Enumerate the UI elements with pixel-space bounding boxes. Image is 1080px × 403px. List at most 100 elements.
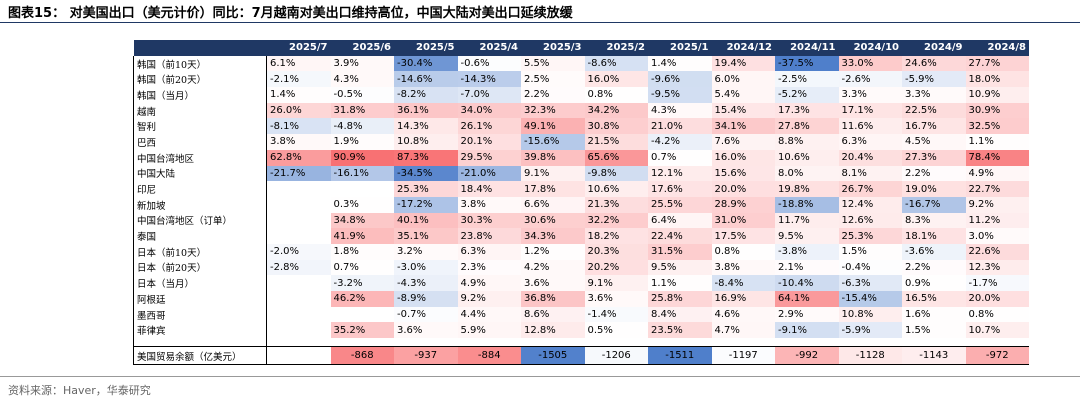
- cell: 16.0%: [584, 71, 648, 88]
- cell: 17.1%: [838, 102, 902, 119]
- cell: 87.3%: [394, 149, 458, 166]
- cell: 29.5%: [457, 149, 521, 166]
- table-row: 韩国（前10天） 6.1% 3.9% -30.4% -0.6% 5.5% -8.6% 1.4%…: [133, 55, 1029, 72]
- cell: 20.2%: [584, 259, 648, 276]
- cell: 0.3%: [333, 199, 359, 211]
- gap-cell: [648, 338, 712, 347]
- cell: -2.0%: [266, 243, 331, 260]
- cell: 32.3%: [521, 102, 585, 119]
- column-header: 2025/4: [457, 40, 521, 56]
- column-header: 2025/3: [521, 40, 585, 56]
- gap-cell: [394, 338, 458, 347]
- gap-cell: [839, 338, 903, 347]
- cell: -7.0%: [457, 87, 521, 103]
- cell: 0.7%: [651, 152, 677, 164]
- cell: 39.8%: [521, 149, 585, 166]
- source: 资料来源：Haver，华泰研究: [8, 384, 151, 397]
- cell: 12.4%: [838, 196, 902, 213]
- cell: -17.2%: [394, 196, 458, 213]
- cell: 14.3%: [394, 118, 458, 135]
- cell: 3.2%: [394, 244, 458, 260]
- cell: -9.8%: [584, 165, 648, 182]
- cell: [267, 213, 331, 229]
- cell: -1.7%: [965, 275, 1029, 291]
- footer-rule: [0, 376, 1080, 377]
- cell: 32.5%: [965, 118, 1029, 135]
- cell: 8.8%: [775, 134, 839, 150]
- cell: -1143: [902, 346, 966, 366]
- table-row: 智利 -8.1% -4.8% 14.3% 26.1% 49.1% 30.8% 21.0% 34.…: [133, 118, 1029, 135]
- table-row: 日本（前10天） -2.0% 1.8% 3.2% 6.3% 1.2% 20.3% 31.5% 0…: [133, 243, 1029, 260]
- gap-cell: [712, 338, 776, 347]
- row-label: 智利: [133, 118, 267, 135]
- cell: -0.6%: [460, 58, 490, 70]
- column-header: 2024/10: [838, 40, 902, 56]
- cell: -4.3%: [394, 275, 458, 291]
- cell: 0.7%: [333, 261, 359, 273]
- cell: -937: [394, 346, 458, 366]
- cell: 12.3%: [965, 259, 1029, 276]
- cell: -2.1%: [266, 71, 331, 88]
- table-row: 越南 26.0% 31.8% 36.1% 34.0% 32.3% 34.2% 4.3% 15.4…: [133, 102, 1029, 119]
- cell: -30.4%: [394, 55, 458, 72]
- cell: [267, 322, 331, 338]
- corner-cell: [133, 40, 267, 56]
- cell: 0.8%: [968, 309, 994, 321]
- cell: 78.4%: [965, 149, 1029, 166]
- cell: -9.6%: [648, 71, 712, 88]
- cell: 22.6%: [965, 243, 1029, 260]
- column-header: 2024/9: [902, 40, 966, 56]
- cell: -1128: [838, 346, 902, 366]
- cell: 9.1%: [584, 275, 648, 291]
- cell: 27.7%: [965, 55, 1029, 72]
- cell: -15.6%: [521, 134, 585, 150]
- row-label: 菲律宾: [133, 322, 267, 339]
- cell: -1505: [521, 346, 585, 366]
- cell: 1.5%: [841, 246, 867, 258]
- cell: 9.2%: [965, 196, 1029, 213]
- cell: -21.0%: [457, 165, 521, 182]
- cell: 1.8%: [333, 246, 359, 258]
- cell: 17.6%: [648, 181, 712, 197]
- cell: [267, 197, 331, 213]
- gap-cell: [902, 338, 966, 347]
- cell: 17.5%: [711, 228, 775, 244]
- row-label: 越南: [133, 102, 267, 119]
- cell: 30.3%: [457, 212, 521, 229]
- cell: -8.9%: [394, 291, 458, 307]
- table-row: 韩国（前20天） -2.1% 4.3% -14.6% -14.3% 2.5% 16.0% -9…: [133, 71, 1029, 88]
- cell: 11.7%: [775, 212, 839, 229]
- cell: 6.1%: [266, 55, 331, 72]
- header-row: 2025/7 2025/6 2025/5 2025/4 2025/3 2025/2 2025…: [133, 40, 1029, 56]
- cell: -3.2%: [330, 275, 394, 291]
- cell: 3.6%: [584, 291, 648, 307]
- cell: 41.9%: [330, 228, 394, 244]
- heatmap-table: 2025/7 2025/6 2025/5 2025/4 2025/3 2025/2 2025…: [133, 40, 1030, 366]
- cell: 20.0%: [711, 181, 775, 197]
- cell: 8.3%: [902, 212, 966, 229]
- cell: 1.9%: [333, 136, 359, 148]
- cell: 4.9%: [457, 275, 521, 291]
- cell: 22.5%: [902, 102, 966, 119]
- cell: 20.1%: [457, 134, 521, 150]
- cell: 3.6%: [521, 275, 585, 291]
- cell: 1.6%: [905, 309, 931, 321]
- row-label: 墨西哥: [133, 306, 267, 323]
- cell: -8.2%: [394, 87, 458, 103]
- cell: 0.5%: [587, 324, 613, 336]
- cell: 18.1%: [902, 228, 966, 244]
- cell: -6.3%: [838, 275, 902, 291]
- cell: 24.6%: [902, 55, 966, 72]
- cell: [267, 228, 331, 244]
- cell: [266, 346, 331, 366]
- cell: 19.0%: [902, 181, 966, 197]
- table-row: 中国台湾地区 62.8% 90.9% 87.3% 29.5% 39.8% 65.6% 0.7%…: [133, 149, 1029, 166]
- cell: 35.2%: [330, 322, 394, 339]
- cell: 6.4%: [648, 212, 712, 229]
- cell: 4.7%: [711, 322, 775, 339]
- cell: 34.3%: [521, 228, 585, 244]
- cell: 3.3%: [902, 87, 966, 103]
- cell: -884: [457, 346, 521, 366]
- cell: 3.0%: [966, 228, 1030, 244]
- cell: 2.2%: [521, 87, 585, 103]
